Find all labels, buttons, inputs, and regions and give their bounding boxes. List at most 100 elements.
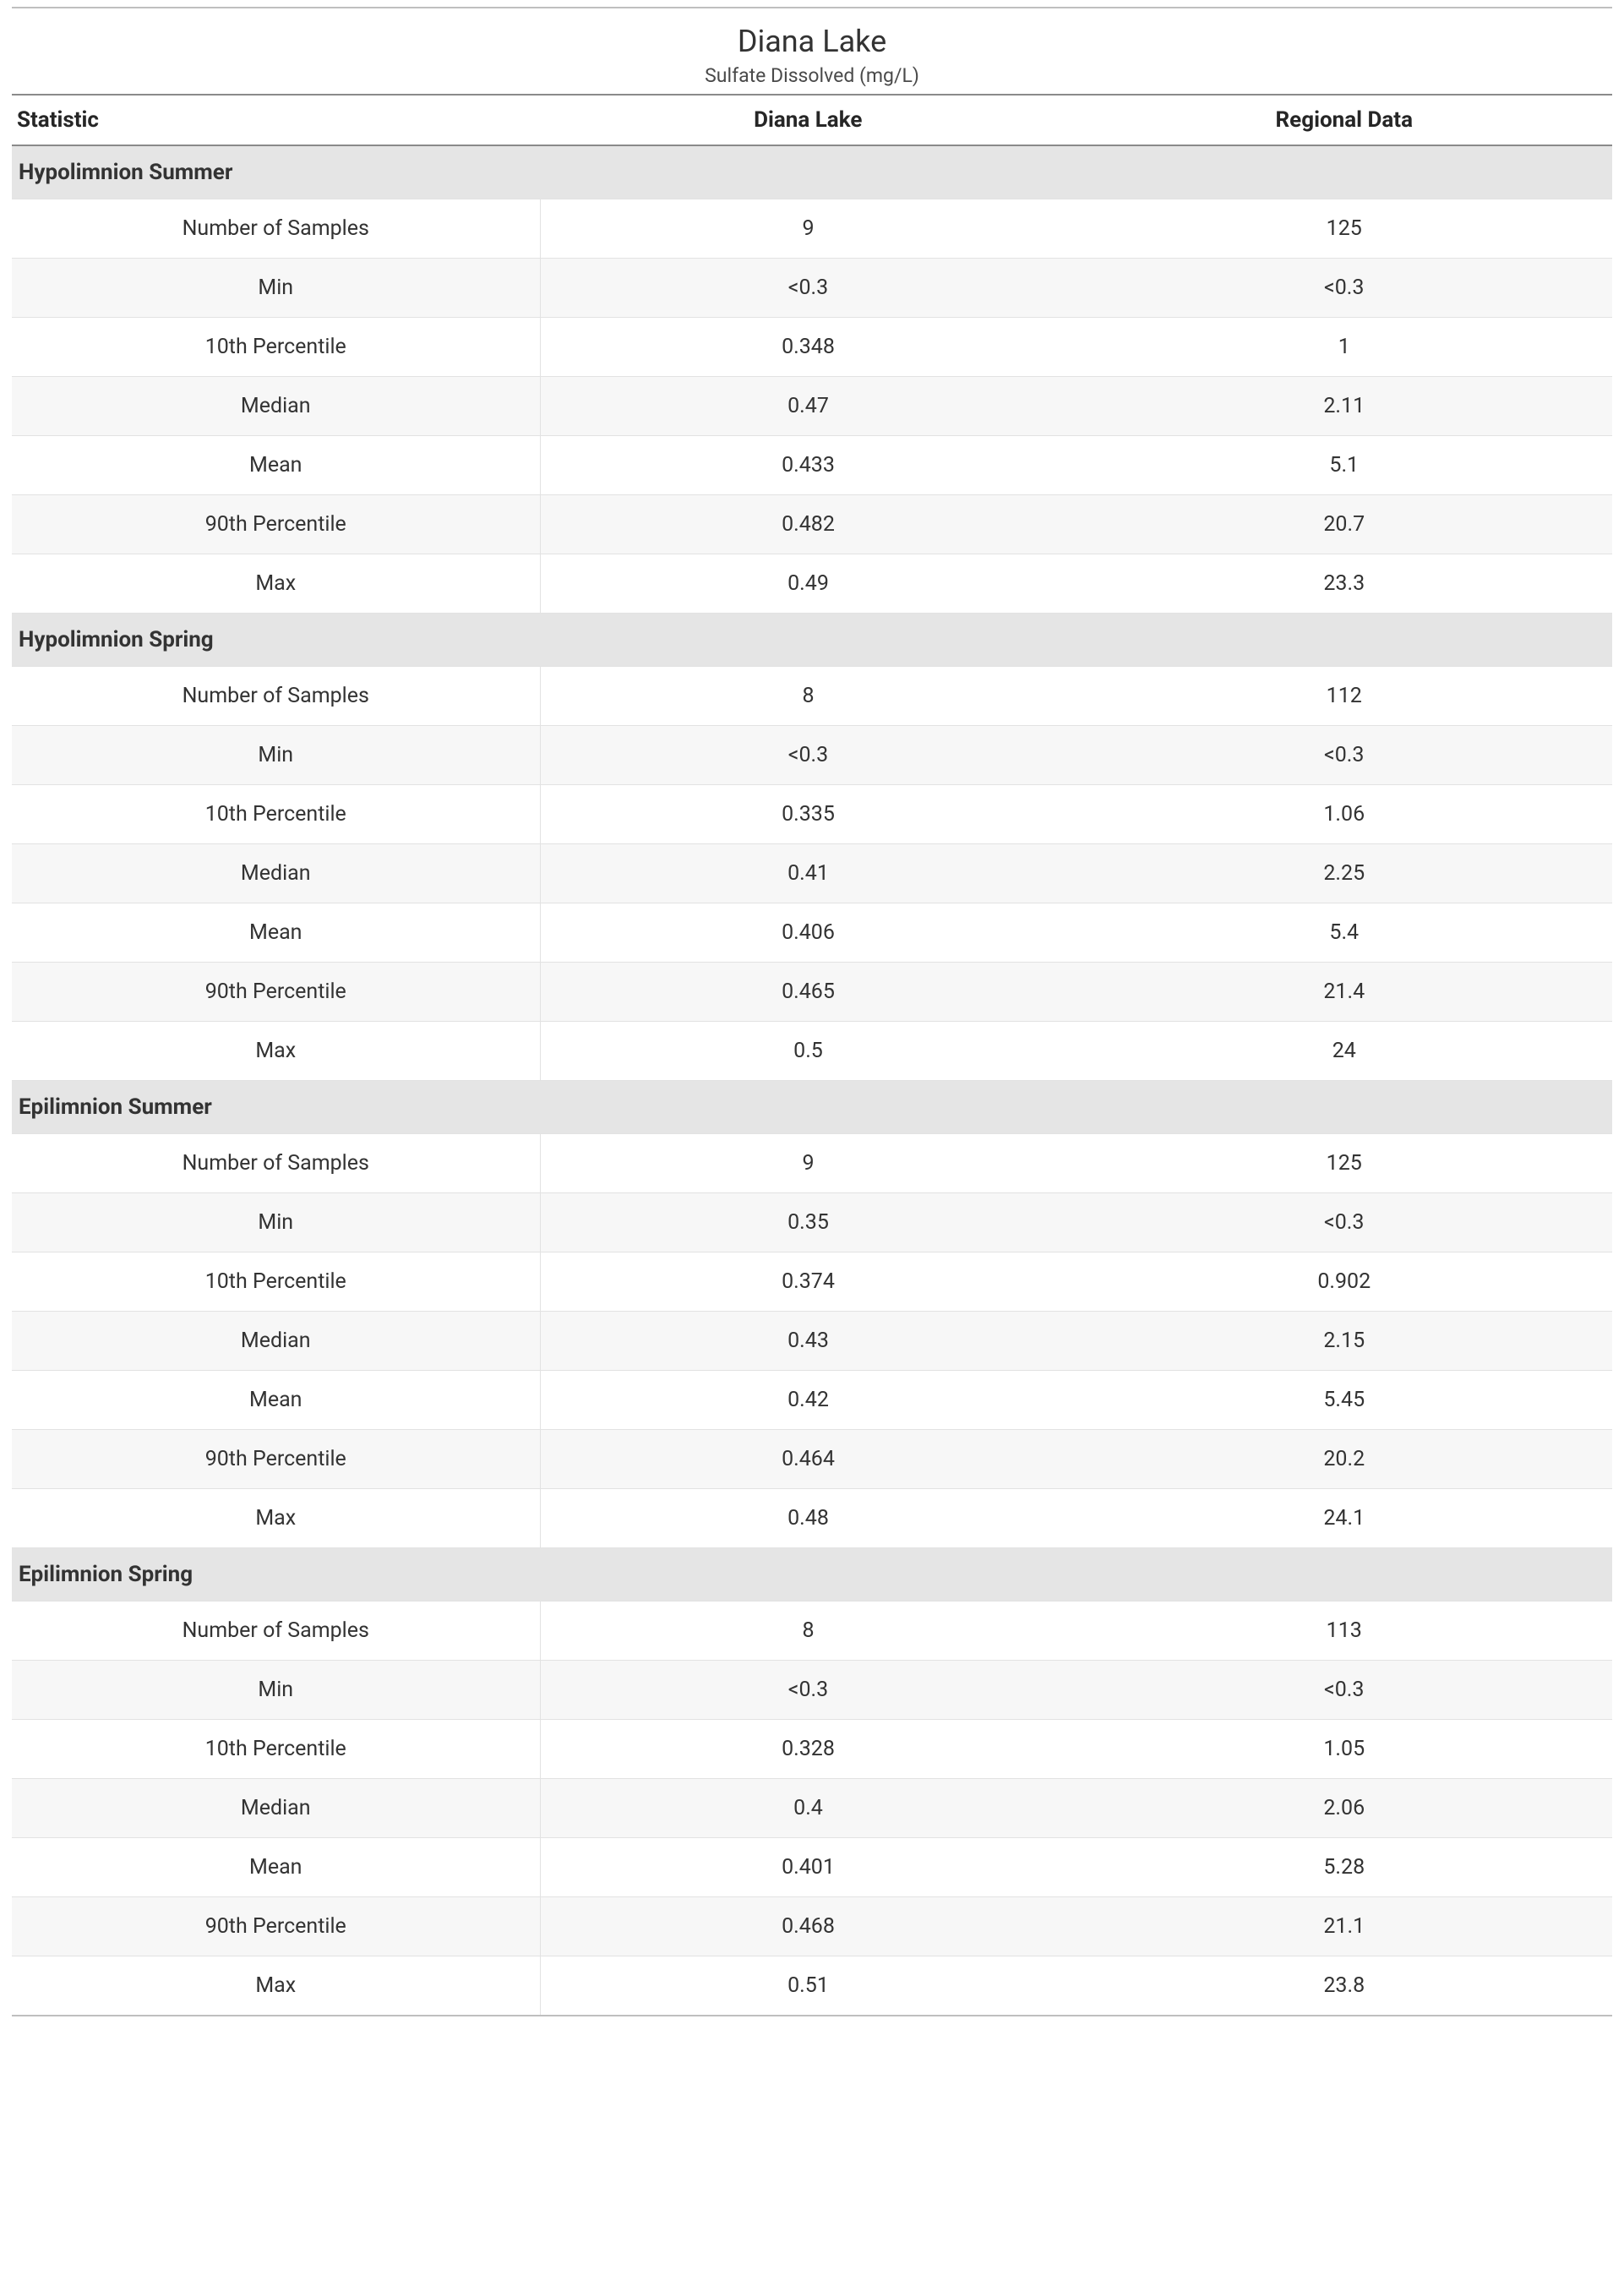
stat-label: Min	[12, 1661, 540, 1720]
section-header: Hypolimnion Summer	[12, 145, 1612, 199]
site-value: 0.43	[540, 1312, 1076, 1371]
table-row: 10th Percentile0.3281.05	[12, 1720, 1612, 1779]
table-row: Median0.472.11	[12, 377, 1612, 436]
site-value: 0.468	[540, 1897, 1076, 1956]
section-header-label: Hypolimnion Spring	[12, 614, 1612, 667]
region-value: 24	[1076, 1022, 1613, 1081]
stat-label: Min	[12, 726, 540, 785]
table-row: Median0.432.15	[12, 1312, 1612, 1371]
region-value: 23.8	[1076, 1956, 1613, 2016]
site-value: 0.42	[540, 1371, 1076, 1430]
site-value: 0.464	[540, 1430, 1076, 1489]
region-value: 2.25	[1076, 844, 1613, 903]
site-value: 0.48	[540, 1489, 1076, 1548]
stat-label: 10th Percentile	[12, 1252, 540, 1312]
stat-label: Min	[12, 259, 540, 318]
table-row: Mean0.4335.1	[12, 436, 1612, 495]
site-value: 0.374	[540, 1252, 1076, 1312]
table-row: Mean0.4065.4	[12, 903, 1612, 963]
region-value: 2.06	[1076, 1779, 1613, 1838]
site-value: 0.47	[540, 377, 1076, 436]
table-row: Min<0.3<0.3	[12, 259, 1612, 318]
stat-label: 90th Percentile	[12, 963, 540, 1022]
stat-label: Max	[12, 1022, 540, 1081]
table-row: Number of Samples9125	[12, 199, 1612, 259]
stat-label: Max	[12, 554, 540, 614]
site-value: 0.328	[540, 1720, 1076, 1779]
region-value: 20.2	[1076, 1430, 1613, 1489]
site-value: <0.3	[540, 259, 1076, 318]
region-value: 0.902	[1076, 1252, 1613, 1312]
stat-label: Max	[12, 1956, 540, 2016]
table-row: Number of Samples9125	[12, 1134, 1612, 1193]
top-rule	[12, 7, 1612, 8]
site-value: 0.35	[540, 1193, 1076, 1252]
site-value: 0.406	[540, 903, 1076, 963]
site-value: 0.4	[540, 1779, 1076, 1838]
region-value: 20.7	[1076, 495, 1613, 554]
region-value: 24.1	[1076, 1489, 1613, 1548]
section-header: Hypolimnion Spring	[12, 614, 1612, 667]
region-value: 23.3	[1076, 554, 1613, 614]
table-row: Max0.4824.1	[12, 1489, 1612, 1548]
site-value: 0.5	[540, 1022, 1076, 1081]
page-subtitle: Sulfate Dissolved (mg/L)	[12, 64, 1612, 87]
stat-label: Median	[12, 1779, 540, 1838]
region-value: 1.06	[1076, 785, 1613, 844]
stat-label: 90th Percentile	[12, 1430, 540, 1489]
table-row: 10th Percentile0.3481	[12, 318, 1612, 377]
site-value: <0.3	[540, 1661, 1076, 1720]
site-value: 0.401	[540, 1838, 1076, 1897]
region-value: 5.4	[1076, 903, 1613, 963]
stat-label: Median	[12, 377, 540, 436]
table-row: Mean0.425.45	[12, 1371, 1612, 1430]
stat-label: Mean	[12, 436, 540, 495]
table-header-row: Statistic Diana Lake Regional Data	[12, 95, 1612, 145]
table-row: Number of Samples8112	[12, 667, 1612, 726]
stat-label: Number of Samples	[12, 1134, 540, 1193]
region-value: <0.3	[1076, 1193, 1613, 1252]
site-value: 0.335	[540, 785, 1076, 844]
region-value: 112	[1076, 667, 1613, 726]
site-value: 8	[540, 667, 1076, 726]
section-header: Epilimnion Summer	[12, 1081, 1612, 1134]
region-value: <0.3	[1076, 726, 1613, 785]
region-value: 5.28	[1076, 1838, 1613, 1897]
table-row: Median0.412.25	[12, 844, 1612, 903]
site-value: 9	[540, 1134, 1076, 1193]
section-header-label: Hypolimnion Summer	[12, 145, 1612, 199]
region-value: 21.1	[1076, 1897, 1613, 1956]
table-row: Min0.35<0.3	[12, 1193, 1612, 1252]
stat-label: Mean	[12, 903, 540, 963]
stat-label: Mean	[12, 1838, 540, 1897]
section-header: Epilimnion Spring	[12, 1548, 1612, 1602]
stat-label: 90th Percentile	[12, 495, 540, 554]
region-value: 125	[1076, 1134, 1613, 1193]
site-value: <0.3	[540, 726, 1076, 785]
region-value: 2.15	[1076, 1312, 1613, 1371]
table-row: Min<0.3<0.3	[12, 726, 1612, 785]
region-value: 1	[1076, 318, 1613, 377]
site-value: 0.51	[540, 1956, 1076, 2016]
region-value: 1.05	[1076, 1720, 1613, 1779]
table-row: 90th Percentile0.46521.4	[12, 963, 1612, 1022]
table-row: Mean0.4015.28	[12, 1838, 1612, 1897]
region-value: 2.11	[1076, 377, 1613, 436]
region-value: 21.4	[1076, 963, 1613, 1022]
stat-label: Median	[12, 1312, 540, 1371]
table-row: 90th Percentile0.46821.1	[12, 1897, 1612, 1956]
stat-label: Median	[12, 844, 540, 903]
table-row: Min<0.3<0.3	[12, 1661, 1612, 1720]
region-value: 5.45	[1076, 1371, 1613, 1430]
stat-label: Min	[12, 1193, 540, 1252]
table-row: 90th Percentile0.48220.7	[12, 495, 1612, 554]
stat-label: 10th Percentile	[12, 785, 540, 844]
site-value: 0.433	[540, 436, 1076, 495]
stat-label: 10th Percentile	[12, 1720, 540, 1779]
site-value: 9	[540, 199, 1076, 259]
stat-label: Mean	[12, 1371, 540, 1430]
stat-label: Number of Samples	[12, 667, 540, 726]
region-value: 125	[1076, 199, 1613, 259]
stat-label: 90th Percentile	[12, 1897, 540, 1956]
stat-label: 10th Percentile	[12, 318, 540, 377]
